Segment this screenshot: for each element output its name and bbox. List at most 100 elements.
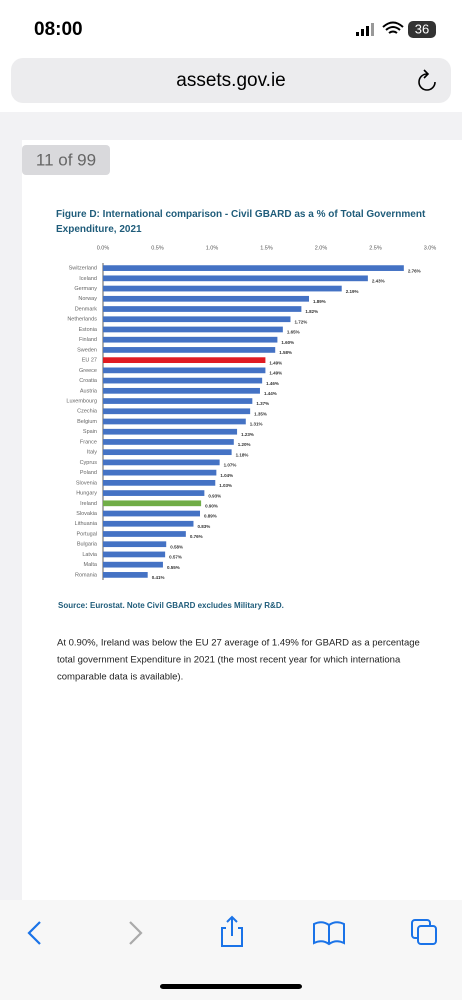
value-label: 1.03% <box>219 483 232 488</box>
bar <box>103 408 251 415</box>
bar <box>103 551 166 558</box>
bar <box>103 520 194 527</box>
home-indicator <box>160 984 302 989</box>
y-tick-label: Hungary <box>76 491 97 497</box>
x-tick-label: 2.5% <box>369 245 382 251</box>
y-tick-label: Croatia <box>79 378 98 384</box>
value-label: 1.44% <box>264 391 277 396</box>
bar <box>103 377 263 384</box>
body-line: total government Expenditure in 2021 (th… <box>57 655 401 666</box>
y-tick-label: France <box>80 439 97 445</box>
forward-button[interactable] <box>129 921 143 945</box>
bar <box>103 449 232 456</box>
y-tick-label: Romania <box>75 572 98 578</box>
x-tick-label: 2.0% <box>315 245 328 251</box>
bar <box>103 531 186 537</box>
chart-title: Figure D: International comparison - Civ… <box>56 209 426 235</box>
y-tick-label: Luxembourg <box>66 399 97 405</box>
value-label: 0.93% <box>208 493 221 498</box>
value-label: 1.07% <box>224 463 237 468</box>
x-tick-label: 0.0% <box>97 245 110 251</box>
bar <box>103 285 342 292</box>
page-badge <box>22 145 110 175</box>
time: 08:00 <box>34 19 83 40</box>
value-label: 1.60% <box>281 340 294 345</box>
bar <box>103 275 368 282</box>
bar <box>103 326 283 333</box>
x-tick-label: 0.5% <box>151 245 164 251</box>
value-label: 1.58% <box>279 350 292 355</box>
y-tick-label: Bulgaria <box>77 542 98 548</box>
value-label: 0.89% <box>204 514 217 519</box>
viewer-bg <box>0 112 462 140</box>
value-label: 1.46% <box>266 381 279 386</box>
y-tick-label: Netherlands <box>67 317 97 323</box>
y-tick-label: EU 27 <box>82 358 97 364</box>
bar <box>103 439 234 445</box>
y-tick-label: Latvia <box>82 552 98 558</box>
bar <box>103 541 167 548</box>
value-label: 1.49% <box>269 371 282 376</box>
value-label: 0.83% <box>197 524 210 529</box>
y-tick-label: Denmark <box>75 306 98 312</box>
bar <box>103 469 217 476</box>
value-label: 1.89% <box>313 299 326 304</box>
value-label: 1.72% <box>294 319 307 324</box>
page-indicator: 11 of 99 <box>36 150 96 169</box>
bar <box>103 428 238 435</box>
y-tick-label: Poland <box>80 470 97 476</box>
y-tick-label: Czechia <box>77 409 98 415</box>
bar <box>103 357 266 364</box>
bar <box>103 306 302 312</box>
signal <box>356 23 374 36</box>
value-label: 0.41% <box>152 575 165 580</box>
y-tick-label: Malta <box>84 562 98 568</box>
value-label: 1.37% <box>256 401 269 406</box>
value-label: 1.31% <box>250 422 263 427</box>
bar <box>103 265 404 271</box>
body-line: At 0.90%, Ireland was below the EU 27 av… <box>57 638 420 649</box>
battery-level: 36 <box>415 21 429 36</box>
reload-icon[interactable] <box>418 69 436 91</box>
viewer-margin <box>0 140 22 900</box>
value-label: 2.76% <box>408 268 421 273</box>
value-label: 0.90% <box>205 503 218 508</box>
y-tick-label: Norway <box>78 296 97 302</box>
source-note: Source: Eurostat. Note Civil GBARD exclu… <box>58 601 284 610</box>
value-label: 2.19% <box>346 289 359 294</box>
y-tick-label: Greece <box>79 368 97 374</box>
wifi <box>382 21 404 34</box>
share-button[interactable] <box>221 915 243 947</box>
value-label: 1.82% <box>305 309 318 314</box>
bar <box>103 418 246 425</box>
value-label: 0.76% <box>190 534 203 539</box>
bar <box>103 398 253 404</box>
bar <box>103 367 266 374</box>
bookmarks-button[interactable] <box>313 921 345 946</box>
x-tick-label: 1.5% <box>260 245 273 251</box>
url-bar[interactable] <box>11 58 451 103</box>
value-label: 0.58% <box>170 544 183 549</box>
bar <box>103 295 310 302</box>
bar <box>103 510 201 517</box>
value-label: 1.18% <box>236 452 249 457</box>
url[interactable]: assets.gov.ie <box>176 70 285 91</box>
bar <box>103 316 291 323</box>
bar <box>103 336 278 343</box>
y-tick-label: Slovenia <box>76 480 98 486</box>
y-tick-label: Estonia <box>79 327 98 333</box>
chart: Figure D: International comparison - Civ… <box>56 209 436 580</box>
y-tick-label: Belgium <box>77 419 97 425</box>
tabs-button[interactable] <box>411 919 437 945</box>
value-label: 1.49% <box>269 360 282 365</box>
value-label: 1.04% <box>220 473 233 478</box>
x-tick-label: 3.0% <box>424 245 437 251</box>
y-tick-label: Lithuania <box>75 521 98 527</box>
bar <box>103 500 202 507</box>
y-tick-label: Spain <box>83 429 97 435</box>
y-tick-label: Germany <box>74 286 97 292</box>
y-tick-label: Portugal <box>77 531 98 537</box>
back-button[interactable] <box>27 921 41 945</box>
x-tick-label: 1.0% <box>206 245 219 251</box>
